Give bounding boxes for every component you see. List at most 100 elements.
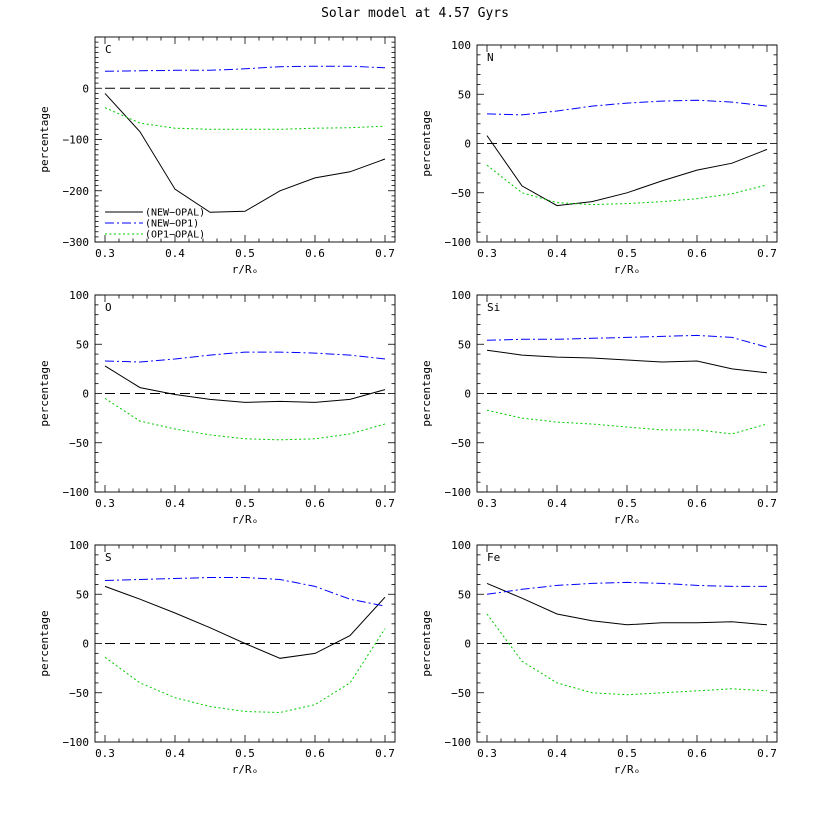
x-tick-label: 0.3 bbox=[95, 497, 115, 510]
x-tick-label: 0.4 bbox=[547, 247, 567, 260]
y-tick-label: 0 bbox=[82, 388, 89, 401]
y-tick-label: 0 bbox=[464, 638, 471, 651]
panel-label: N bbox=[487, 51, 494, 64]
x-tick-label: 0.6 bbox=[305, 747, 325, 760]
series-line-2 bbox=[486, 334, 768, 348]
x-tick-label: 0.7 bbox=[375, 497, 395, 510]
x-tick-label: 0.5 bbox=[617, 247, 637, 260]
x-tick-label: 0.7 bbox=[757, 747, 777, 760]
panel-o: 0.3 0.4 0.5 0.6 0.7 −100 −50 0 50 100 r/Rₒ percenta… bbox=[38, 289, 396, 526]
y-tick-label: −300 bbox=[63, 236, 90, 249]
series-line-3 bbox=[486, 613, 768, 696]
y-axis-label: percentage bbox=[420, 360, 433, 426]
y-tick-label: −100 bbox=[63, 736, 90, 749]
y-tick-label: −50 bbox=[451, 687, 471, 700]
series-line-2 bbox=[104, 577, 386, 607]
x-tick-label: 0.7 bbox=[757, 247, 777, 260]
y-tick-label: 50 bbox=[76, 588, 89, 601]
y-axis-label: percentage bbox=[420, 110, 433, 176]
x-tick-label: 0.5 bbox=[235, 747, 255, 760]
series-line-3 bbox=[104, 628, 386, 714]
series-line-2 bbox=[104, 65, 386, 72]
series-line-3 bbox=[486, 164, 768, 206]
panel-fe: 0.3 0.4 0.5 0.6 0.7 −100 −50 0 50 100 r/Rₒ percenta… bbox=[420, 539, 778, 776]
y-tick-label: 100 bbox=[451, 39, 471, 52]
series-line-1 bbox=[104, 93, 386, 213]
y-tick-label: −50 bbox=[451, 187, 471, 200]
x-axis-label: r/Rₒ bbox=[614, 263, 641, 276]
x-axis-label: r/Rₒ bbox=[232, 513, 259, 526]
y-tick-label: 100 bbox=[451, 539, 471, 552]
x-tick-label: 0.4 bbox=[165, 247, 185, 260]
x-axis-label: r/Rₒ bbox=[614, 513, 641, 526]
x-tick-label: 0.6 bbox=[305, 247, 325, 260]
y-tick-label: −100 bbox=[63, 134, 90, 147]
x-tick-label: 0.7 bbox=[757, 497, 777, 510]
legend-label: (NEW−OPAL) bbox=[145, 208, 205, 219]
x-axis-label: r/Rₒ bbox=[232, 263, 259, 276]
y-tick-label: −50 bbox=[69, 687, 89, 700]
y-tick-label: −100 bbox=[63, 486, 90, 499]
x-tick-label: 0.3 bbox=[477, 247, 497, 260]
x-tick-label: 0.3 bbox=[95, 747, 115, 760]
y-tick-label: 50 bbox=[76, 338, 89, 351]
panel-n: 0.3 0.4 0.5 0.6 0.7 −100 −50 0 50 100 r/Rₒ percenta… bbox=[420, 39, 778, 276]
y-tick-label: −100 bbox=[445, 486, 472, 499]
series-line-1 bbox=[486, 135, 768, 207]
y-tick-label: 0 bbox=[464, 388, 471, 401]
y-tick-label: 100 bbox=[69, 289, 89, 302]
series-line-2 bbox=[486, 581, 767, 595]
series-line-1 bbox=[486, 349, 768, 374]
panel-label: Si bbox=[487, 301, 500, 314]
y-tick-label: −100 bbox=[445, 236, 472, 249]
y-tick-label: 0 bbox=[82, 82, 89, 95]
panel-s: 0.3 0.4 0.5 0.6 0.7 −100 −50 0 50 100 r/Rₒ percenta… bbox=[38, 539, 396, 776]
panel-label: Fe bbox=[487, 551, 500, 564]
x-tick-label: 0.4 bbox=[165, 747, 185, 760]
x-tick-label: 0.4 bbox=[547, 747, 567, 760]
x-tick-label: 0.5 bbox=[617, 747, 637, 760]
y-tick-label: 0 bbox=[82, 638, 89, 651]
legend-label: (OP1−OPAL) bbox=[145, 230, 205, 241]
legend-label: (NEW−OP1) bbox=[145, 219, 199, 230]
x-tick-label: 0.3 bbox=[95, 247, 115, 260]
y-tick-label: 0 bbox=[464, 138, 471, 151]
legend: (NEW−OPAL)(NEW−OP1)(OP1−OPAL) bbox=[105, 208, 205, 241]
x-axis-label: r/Rₒ bbox=[232, 763, 259, 776]
x-tick-label: 0.6 bbox=[687, 747, 707, 760]
y-tick-label: −100 bbox=[445, 736, 472, 749]
series-line-2 bbox=[104, 351, 386, 363]
x-tick-label: 0.7 bbox=[375, 247, 395, 260]
y-tick-label: 50 bbox=[458, 588, 471, 601]
panel-label: S bbox=[105, 551, 112, 564]
y-tick-label: −200 bbox=[63, 185, 90, 198]
y-axis-label: percentage bbox=[38, 360, 51, 426]
x-axis-label: r/Rₒ bbox=[614, 763, 641, 776]
panel-label: O bbox=[105, 301, 112, 314]
series-line-1 bbox=[104, 365, 386, 403]
x-tick-label: 0.3 bbox=[477, 747, 497, 760]
panel-si: 0.3 0.4 0.5 0.6 0.7 −100 −50 0 50 100 r/Rₒ percenta… bbox=[420, 289, 778, 526]
panel-c: 0.3 0.4 0.5 0.6 0.7 −300 −200 −100 0 r/Rₒ percenta… bbox=[38, 36, 396, 276]
y-axis-label: percentage bbox=[420, 610, 433, 676]
y-tick-label: 50 bbox=[458, 338, 471, 351]
series-line-2 bbox=[486, 99, 768, 116]
figure-title: Solar model at 4.57 Gyrs bbox=[321, 6, 509, 21]
panel-label: C bbox=[105, 43, 112, 56]
x-tick-label: 0.5 bbox=[235, 247, 255, 260]
x-tick-label: 0.3 bbox=[477, 497, 497, 510]
x-tick-label: 0.4 bbox=[547, 497, 567, 510]
x-tick-label: 0.4 bbox=[165, 497, 185, 510]
y-axis-label: percentage bbox=[38, 610, 51, 676]
y-tick-label: −50 bbox=[69, 437, 89, 450]
series-line-3 bbox=[104, 107, 386, 130]
y-tick-label: −50 bbox=[451, 437, 471, 450]
series-line-3 bbox=[104, 397, 386, 441]
x-tick-label: 0.6 bbox=[687, 497, 707, 510]
series-line-1 bbox=[486, 582, 768, 626]
x-tick-label: 0.6 bbox=[687, 247, 707, 260]
series-line-1 bbox=[104, 585, 386, 659]
y-tick-label: 50 bbox=[458, 88, 471, 101]
x-tick-label: 0.5 bbox=[617, 497, 637, 510]
x-tick-label: 0.5 bbox=[235, 497, 255, 510]
